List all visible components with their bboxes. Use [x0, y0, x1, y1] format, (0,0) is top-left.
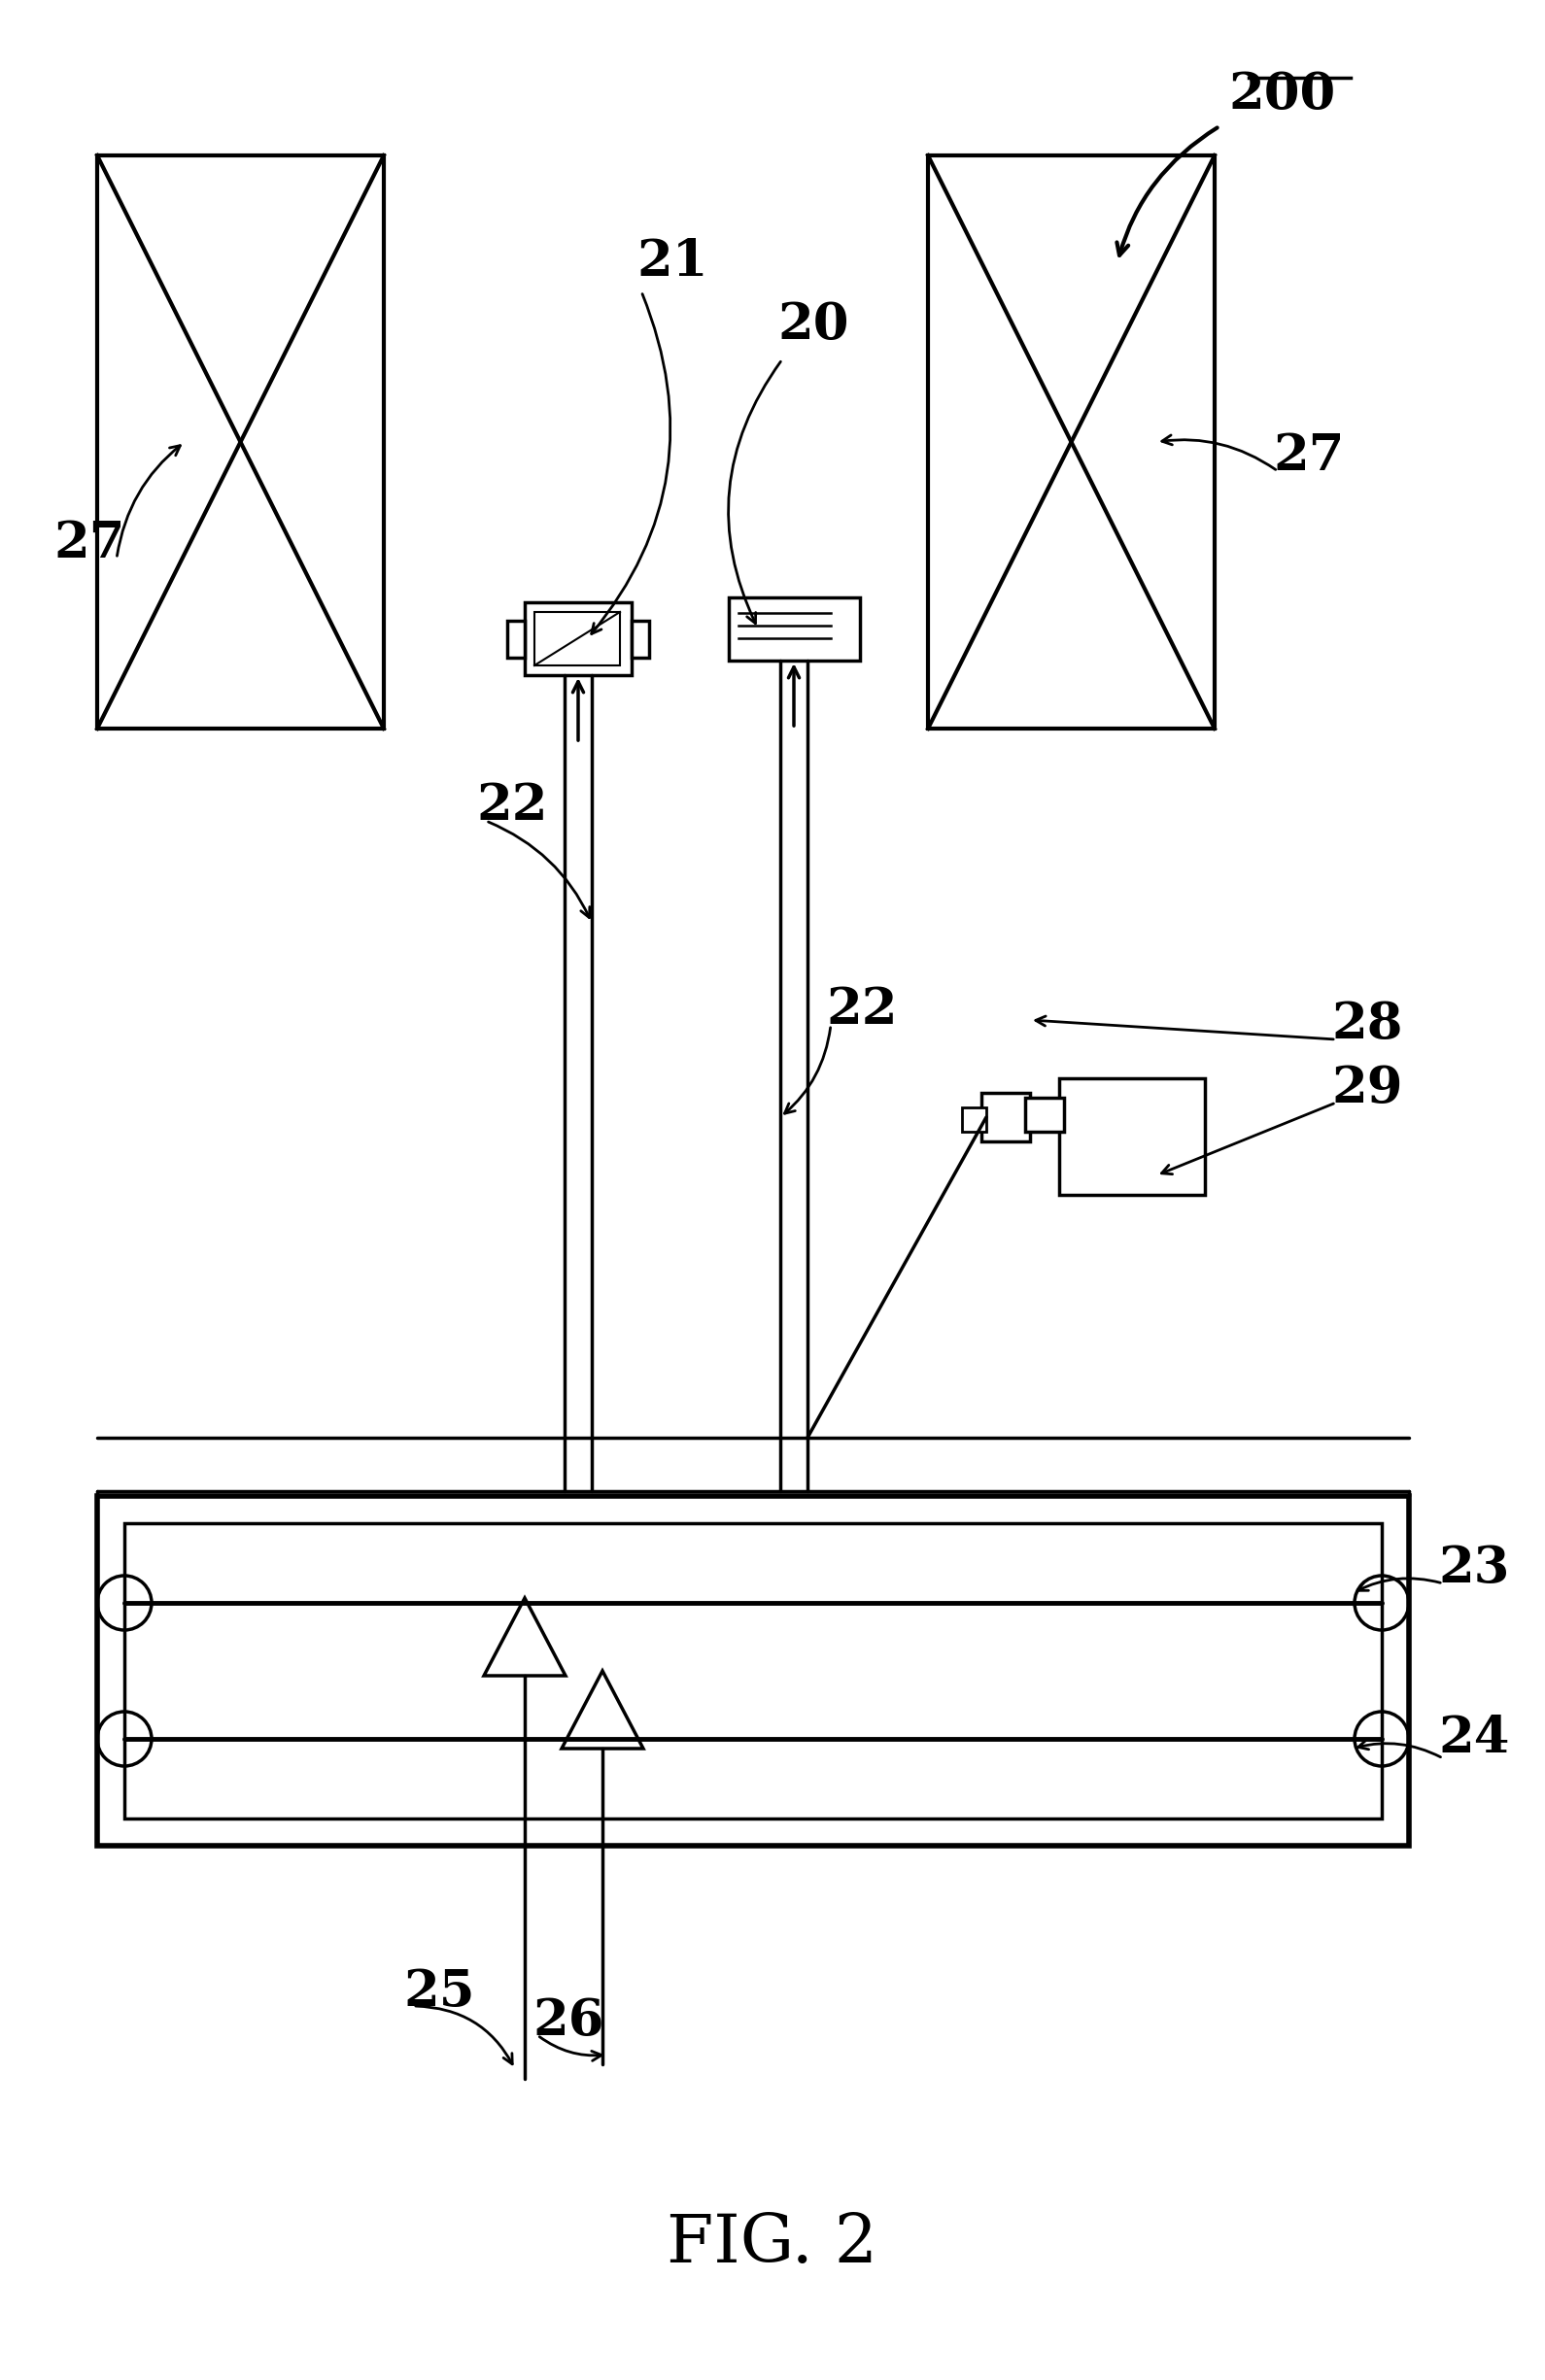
Bar	[535, 612, 620, 666]
Text: 20: 20	[777, 300, 848, 350]
Text: 26: 26	[533, 1997, 604, 2044]
Bar	[929, 155, 1214, 728]
Bar	[507, 621, 525, 657]
Text: 21: 21	[637, 238, 708, 288]
Text: 22: 22	[476, 781, 547, 831]
Bar	[97, 1497, 1409, 1847]
Bar	[97, 155, 383, 728]
Bar	[125, 1523, 1381, 1818]
Bar	[981, 1092, 1031, 1142]
Text: 25: 25	[403, 1966, 474, 2016]
Bar	[525, 602, 632, 676]
Text: 24: 24	[1438, 1714, 1509, 1764]
Text: 29: 29	[1332, 1064, 1403, 1114]
Bar	[1026, 1097, 1065, 1133]
Text: 200: 200	[1230, 69, 1336, 119]
Bar	[1060, 1078, 1205, 1195]
Text: 22: 22	[827, 985, 898, 1035]
Text: 28: 28	[1332, 1000, 1403, 1050]
Text: 27: 27	[1273, 431, 1344, 481]
Bar	[729, 597, 861, 662]
Bar	[963, 1107, 986, 1133]
Text: 23: 23	[1438, 1545, 1509, 1595]
Text: 27: 27	[54, 519, 125, 569]
Text: FIG. 2: FIG. 2	[667, 2211, 878, 2275]
Bar	[632, 621, 649, 657]
